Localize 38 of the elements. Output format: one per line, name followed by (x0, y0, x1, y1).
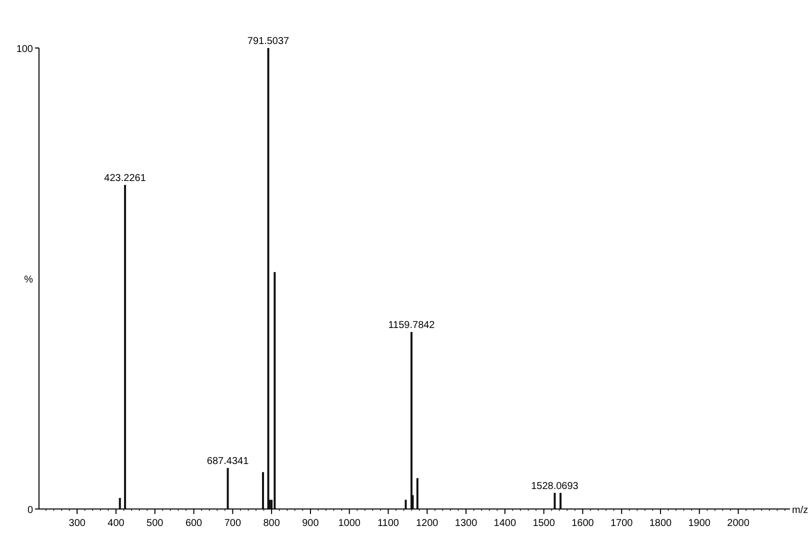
x-tick-label: 1800 (649, 518, 672, 529)
bar (118, 498, 121, 509)
x-tick-label: 500 (146, 518, 164, 529)
annotation: 1159.7842 (388, 320, 436, 331)
y-tick-label: 0 (27, 505, 34, 516)
x-tick-label: 1000 (338, 518, 361, 529)
bar (554, 492, 556, 509)
bar (262, 472, 264, 509)
x-tick-label: 400 (108, 518, 125, 529)
bar (416, 478, 418, 509)
x-axis-title: m/z (792, 505, 808, 516)
bar (267, 48, 270, 509)
x-tick-label: 1500 (532, 518, 556, 529)
bar (560, 492, 562, 509)
annotation: 791.5037 (247, 36, 290, 47)
bar (124, 184, 126, 509)
x-tick-label: 1400 (494, 518, 516, 529)
bar (274, 272, 276, 509)
bar (404, 500, 407, 509)
annotation: 1528.0693 (531, 480, 579, 492)
x-tick-label: 1600 (572, 518, 594, 529)
x-tick-label: 900 (302, 518, 320, 529)
bar (410, 332, 412, 509)
x-tick-label: 1100 (377, 518, 400, 529)
x-tick-label: 1900 (688, 518, 711, 529)
annotation: 687.4341 (206, 456, 250, 467)
x-tick-label: 1700 (610, 518, 634, 529)
x-tick-label: 1300 (454, 518, 478, 529)
x-tick-label: 300 (68, 518, 86, 529)
x-tick-label: 800 (263, 518, 280, 529)
y-tick-label: 100 (16, 44, 34, 55)
x-tick-label: 1200 (416, 518, 439, 529)
x-tick-label: 600 (185, 518, 203, 529)
x-tick-label: 700 (224, 518, 242, 529)
bar (226, 468, 229, 509)
y-axis-title: % (24, 274, 34, 286)
annotation: 423.2261 (104, 172, 146, 184)
x-tick-label: 2000 (727, 518, 750, 529)
